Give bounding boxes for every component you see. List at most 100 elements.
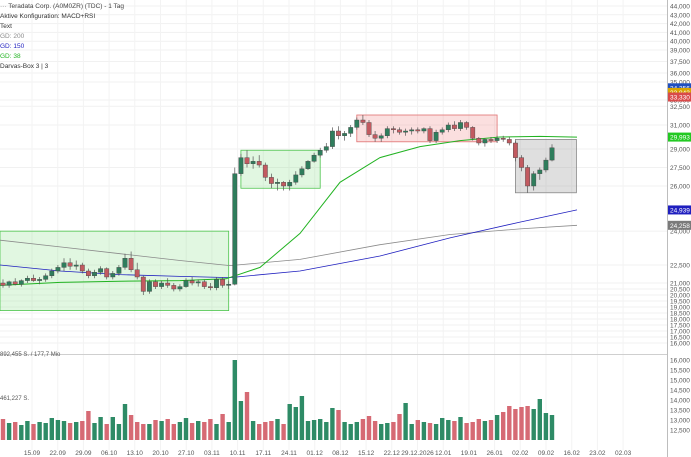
volume-bar: [80, 421, 85, 440]
legend-item-text[interactable]: Text: [0, 23, 12, 30]
candle-body: [330, 130, 335, 147]
price-tick-label: 18,500: [670, 311, 690, 318]
candle-body: [342, 133, 347, 136]
volume-bar: [238, 401, 244, 440]
chart-legend: ··· Teradata Corp. (A0M0ZR) (TDC) - 1 Ta…: [0, 2, 124, 72]
volume-bar: [275, 419, 280, 440]
candle-body: [220, 279, 225, 286]
price-tick-label: 29,000: [670, 147, 690, 154]
candle-body: [439, 129, 445, 133]
price-tick-label: 36,000: [670, 71, 690, 78]
candle-body: [189, 280, 195, 284]
candle-body: [232, 173, 238, 285]
volume-bar: [415, 420, 420, 440]
volume-bar: [476, 419, 481, 440]
candle-body: [98, 268, 104, 273]
candle-body: [397, 129, 402, 133]
candle-body: [543, 159, 549, 171]
price-tick-label: 17,500: [670, 323, 690, 330]
candle-body: [122, 258, 128, 268]
legend-item-gd200[interactable]: GD: 200: [0, 33, 25, 40]
price-tick-label: 35,000: [670, 80, 690, 87]
volume-bar: [196, 421, 201, 440]
date-tick-label: 08.12: [332, 450, 349, 457]
volume-note-top: 892,455 S. / 177,7 Mio: [0, 352, 61, 358]
date-tick-label: 03.11: [204, 450, 220, 457]
candle-body: [214, 279, 219, 288]
candle-body: [165, 282, 171, 286]
volume-bar: [366, 416, 372, 440]
candle-body: [43, 275, 49, 280]
volume-bar: [153, 420, 158, 440]
volume-bar: [519, 407, 524, 440]
price-tick-label: 26,000: [670, 184, 690, 191]
candle-body: [146, 281, 152, 292]
candle-body: [140, 276, 146, 292]
darvas-box-green-1: [0, 230, 230, 311]
candle-body: [433, 131, 439, 141]
config-label[interactable]: Aktive Konfiguration: MACD+RSI: [0, 13, 96, 20]
volume-bar: [281, 424, 286, 440]
candle-body: [256, 161, 262, 166]
volume-bar: [385, 423, 390, 440]
volume-bar: [122, 404, 128, 440]
volume-bar: [74, 422, 79, 440]
darvas-box-red: [356, 114, 498, 143]
volume-tick-label: 14,000: [670, 398, 690, 405]
price-tick-label: 19,500: [670, 299, 690, 306]
volume-bar: [311, 420, 317, 440]
volume-bar: [482, 421, 488, 440]
candle-body: [458, 122, 463, 129]
volume-bar: [537, 399, 542, 440]
candle-body: [287, 182, 293, 187]
candle-body: [37, 279, 43, 281]
volume-bar: [403, 403, 408, 440]
price-label-text: 33,330: [670, 95, 690, 102]
volume-bar: [293, 407, 298, 440]
candle-body: [116, 267, 122, 274]
price-tick-label: 16,500: [670, 335, 690, 342]
volume-tick-label: 12,500: [670, 428, 690, 435]
volume-bar: [324, 422, 329, 440]
candle-body: [25, 278, 30, 281]
volume-bar: [183, 418, 189, 440]
volume-bar: [177, 422, 183, 440]
candle-body: [104, 268, 110, 278]
candle-body: [348, 127, 354, 134]
date-tick-label: 17.11: [255, 450, 271, 457]
darvas-boxes: [0, 114, 577, 311]
candle-body: [31, 278, 36, 281]
date-tick-label: 13.10: [127, 450, 144, 457]
candle-body: [269, 177, 274, 184]
price-tick-label: 41,000: [670, 30, 690, 37]
volume-bar: [25, 421, 30, 440]
date-tick-label: 22.09: [50, 450, 67, 457]
legend-item-darvas[interactable]: Darvas-Box 3 | 3: [0, 63, 49, 70]
price-label-box: [668, 220, 691, 230]
volume-bar: [67, 423, 73, 440]
candle-body: [500, 137, 506, 140]
volume-bar: [19, 425, 24, 440]
volume-bar: [391, 422, 396, 440]
candle-body: [305, 161, 311, 169]
grid: [0, 0, 667, 450]
darvas-box-green-2: [240, 149, 321, 189]
date-tick-label: 12.01: [435, 450, 452, 457]
volume-bar: [0, 419, 6, 440]
candle-body: [464, 122, 469, 128]
volume-bar: [360, 419, 366, 440]
candle-body: [531, 173, 537, 187]
candle-body: [336, 130, 341, 137]
legend-item-gd150[interactable]: GD: 150: [0, 43, 25, 50]
volume-bar: [330, 408, 335, 440]
price-tick-label: 43,000: [670, 12, 690, 19]
candle-body: [195, 281, 201, 284]
date-tick-label: 02.02: [512, 450, 529, 457]
candle-body: [159, 282, 164, 287]
legend-item-gd38[interactable]: GD: 38: [0, 53, 21, 60]
candle-body: [12, 281, 18, 285]
price-label-box: [668, 87, 691, 97]
candle-body: [513, 142, 518, 158]
price-tick-label: 31,000: [670, 123, 690, 130]
price-tick-label: 17,000: [670, 329, 690, 336]
